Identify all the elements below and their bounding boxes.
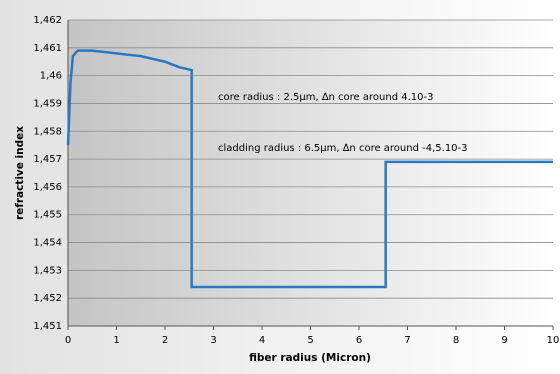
x-tick-label: 7 <box>404 335 410 346</box>
y-tick-label: 1,458 <box>33 126 62 137</box>
y-tick-label: 1,462 <box>33 15 62 26</box>
y-tick-label: 1,452 <box>33 293 62 304</box>
x-tick-label: 8 <box>453 335 459 346</box>
y-tick-label: 1,453 <box>33 265 62 276</box>
annotation: cladding radius : 6.5µm, ∆n core around … <box>218 143 468 154</box>
annotation: core radius : 2.5µm, ∆n core around 4.10… <box>218 92 433 103</box>
x-tick-label: 3 <box>210 335 216 346</box>
y-tick-label: 1,456 <box>33 182 62 193</box>
line <box>66 49 553 289</box>
y-tick-label: 1,459 <box>33 98 62 109</box>
x-axis-title: fiber radius (Micron) <box>249 352 371 364</box>
y-tick-label: 1,455 <box>33 210 62 221</box>
plot-area <box>68 20 553 326</box>
x-tick-label: 9 <box>501 335 507 346</box>
y-tick-label: 1,457 <box>33 154 62 165</box>
y-axis-title: refractive index <box>14 126 26 220</box>
x-tick-label: 4 <box>259 335 265 346</box>
x-tick-label: 6 <box>356 335 362 346</box>
y-tick-label: 1,454 <box>33 238 62 249</box>
x-tick-label: 2 <box>162 335 168 346</box>
y-tick-label: 1,461 <box>33 43 62 54</box>
x-tick-label: 10 <box>547 335 560 346</box>
y-tick-label: 1,451 <box>33 321 62 332</box>
x-tick-label: 0 <box>65 335 71 346</box>
y-tick-label: 1,46 <box>40 71 62 82</box>
x-tick-label: 5 <box>307 335 313 346</box>
x-tick-label: 1 <box>113 335 119 346</box>
